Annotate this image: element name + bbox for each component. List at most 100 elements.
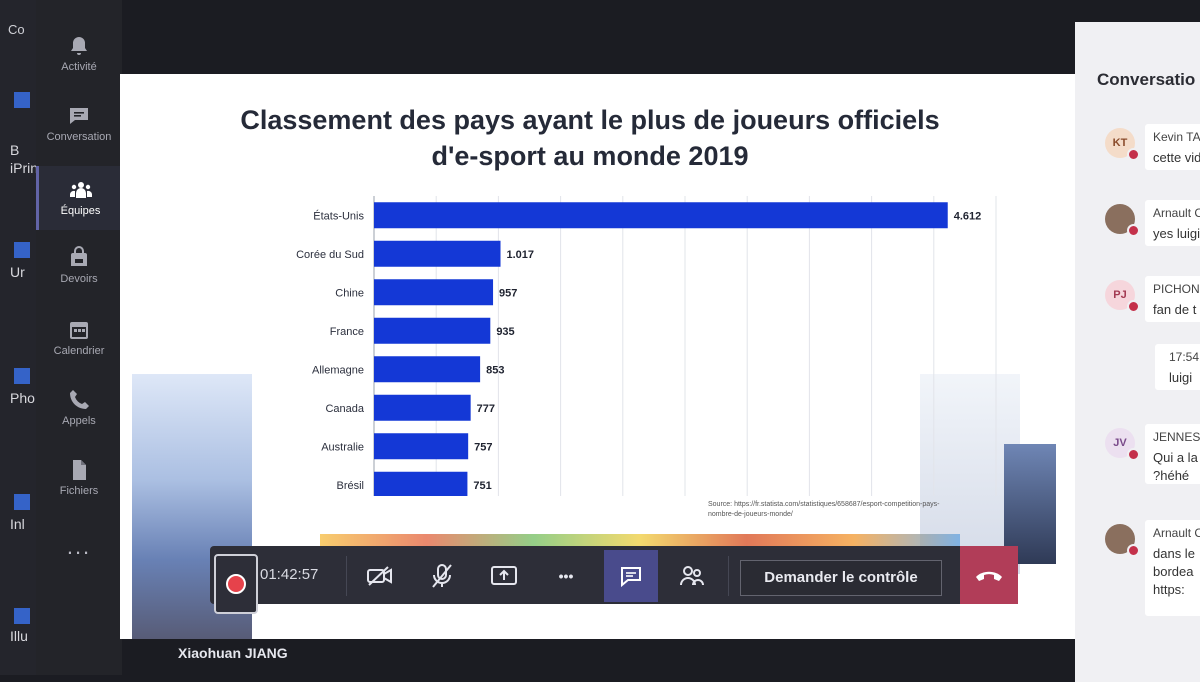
conversation-title: Conversatio [1097, 70, 1196, 89]
rail-item-activity[interactable]: Activité [36, 34, 122, 73]
value-label: 751 [473, 480, 491, 492]
show-participants-button[interactable] [672, 556, 712, 596]
rail-item-label: Conversation [46, 131, 112, 143]
rail-item-label: Devoirs [60, 273, 98, 285]
call-toolbar: 01:42:57 ••• Demander le contrôle [210, 546, 1018, 614]
value-label: 935 [496, 326, 514, 338]
message-bubble [1155, 344, 1200, 390]
desktop-item[interactable]: Illu [10, 628, 28, 644]
file-icon [73, 460, 86, 480]
chart-title-line-1: Classement des pays ayant le plus de jou… [240, 105, 940, 135]
presence-busy-icon [1127, 544, 1140, 557]
shortcut-icon[interactable] [14, 92, 30, 108]
message-author: PICHON . [1153, 282, 1200, 296]
category-label: France [330, 326, 364, 338]
message-text: yes luigi [1153, 226, 1200, 241]
message-bubble [1145, 124, 1200, 170]
bar [374, 433, 469, 460]
rail-item-calendar[interactable]: Calendrier [36, 318, 122, 357]
bar-chart: États-Unis 4.612 Corée du Sud 1.017 Chine 957… [296, 196, 997, 496]
more-actions-button[interactable]: ••• [558, 568, 574, 584]
rail-item-label: Appels [62, 415, 96, 427]
desktop-strip: Co B iPrin Ur Pho Inl Illu [0, 0, 40, 675]
show-conversation-button[interactable] [604, 550, 658, 602]
category-label: Canada [325, 403, 364, 415]
message-text: dans le [1153, 546, 1195, 561]
rail-item-label: Équipes [60, 205, 101, 217]
presenter-name: Xiaohuan JIANG [178, 645, 288, 661]
recording-indicator[interactable] [214, 554, 258, 614]
chart-title: Classement des pays ayant le plus de jou… [180, 102, 1000, 174]
rail-item-label: Calendrier [53, 345, 105, 357]
camera-toggle-button[interactable] [360, 556, 400, 596]
bar [374, 356, 481, 383]
chat-icon [70, 108, 88, 124]
category-label: Corée du Sud [296, 249, 364, 261]
category-label: Australie [321, 441, 364, 453]
rail-item-conversation[interactable]: Conversation [36, 104, 122, 143]
bar [374, 317, 491, 344]
chart-source: Source: https://fr.statista.com/statisti… [708, 500, 1038, 520]
presence-busy-icon [1127, 148, 1140, 161]
divider [728, 556, 729, 596]
teams-app-rail: Activité Conversation Équipes Devoirs Ca… [36, 0, 122, 675]
bar [374, 202, 948, 229]
value-label: 4.612 [954, 210, 982, 222]
value-label: 777 [477, 403, 495, 415]
share-screen-button[interactable] [484, 556, 524, 596]
desktop-item[interactable]: iPrin [10, 160, 39, 176]
message-bubble [1145, 520, 1200, 616]
shortcut-icon[interactable] [14, 368, 30, 384]
character-artwork-right-figure [1004, 444, 1056, 564]
category-label: Chine [335, 287, 364, 299]
bar [374, 471, 468, 496]
shortcut-icon[interactable] [14, 494, 30, 510]
message-text: luigi [1169, 370, 1193, 385]
participants-icon [680, 566, 704, 586]
source-line-1: Source: https://fr.statista.com/statisti… [708, 501, 940, 508]
record-icon [226, 574, 246, 594]
rail-item-teams[interactable]: Équipes [36, 166, 122, 230]
rail-item-files[interactable]: Fichiers [36, 458, 122, 497]
rail-item-label: Activité [61, 61, 97, 73]
desktop-item[interactable]: Pho [10, 390, 35, 406]
message-bubble [1145, 276, 1200, 322]
presence-busy-icon [1127, 300, 1140, 313]
category-label: Allemagne [312, 364, 364, 376]
value-label: 957 [499, 287, 517, 299]
hang-up-button[interactable] [960, 546, 1018, 604]
rail-item-label: Fichiers [59, 485, 99, 497]
message-author: Kevin TAT [1153, 130, 1200, 144]
mic-toggle-button[interactable] [422, 556, 462, 596]
divider [346, 556, 347, 596]
teams-icon [69, 182, 92, 198]
message-time: 17:54 [1169, 350, 1200, 364]
request-control-button[interactable]: Demander le contrôle [740, 560, 942, 596]
hang-up-icon [976, 571, 1002, 581]
desktop-item[interactable]: Inl [10, 516, 25, 532]
camera-off-icon [367, 566, 392, 586]
shared-screen: Classement des pays ayant le plus de jou… [120, 74, 1080, 639]
rail-item-calls[interactable]: Appels [36, 388, 122, 427]
backpack-icon [71, 246, 87, 266]
shortcut-icon[interactable] [14, 608, 30, 624]
bell-icon [71, 37, 87, 55]
message-text: bordea [1153, 564, 1194, 579]
desktop-item[interactable]: Ur [10, 264, 25, 280]
category-label: États-Unis [313, 209, 364, 222]
bar [374, 240, 501, 267]
phone-icon [70, 390, 89, 409]
value-label: 853 [486, 364, 504, 376]
presence-busy-icon [1127, 224, 1140, 237]
shortcut-icon[interactable] [14, 242, 30, 258]
message-text: https: [1153, 582, 1185, 597]
rail-item-assignments[interactable]: Devoirs [36, 246, 122, 285]
message-author: Arnault C [1153, 526, 1200, 540]
source-line-2: nombre-de-joueurs-monde/ [708, 511, 793, 518]
more-apps-button[interactable]: ... [66, 534, 92, 559]
message-text: Qui a la [1153, 450, 1198, 465]
call-timer: 01:42:57 [260, 566, 319, 583]
desktop-item[interactable]: B [10, 142, 20, 158]
message-bubble [1145, 424, 1200, 484]
chat-icon [621, 567, 641, 587]
